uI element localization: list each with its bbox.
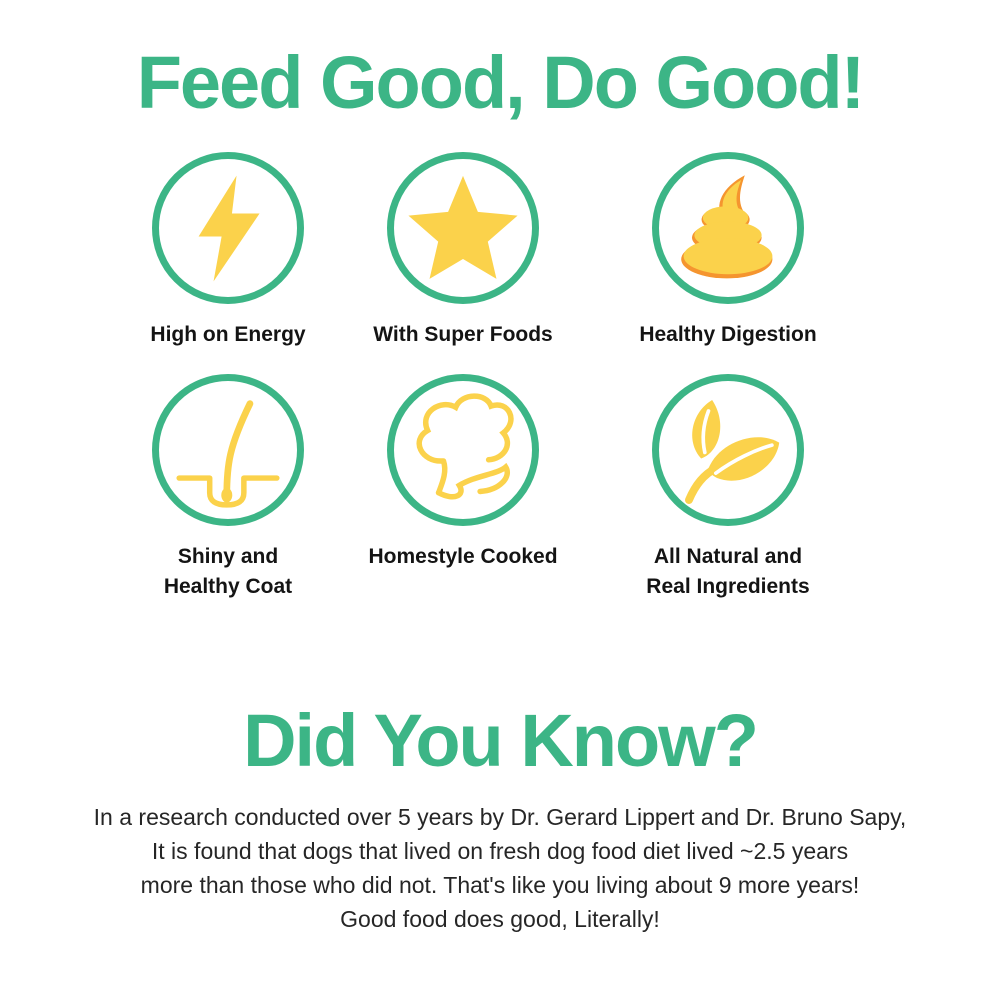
feature-label: Shiny and Healthy Coat (163, 545, 293, 598)
feature-natural-ingredients: All Natural and Real Ingredients (608, 374, 848, 602)
feature-super-foods: With Super Foods (343, 152, 583, 350)
did-you-know-title: Did You Know? (243, 699, 759, 782)
did-you-know-line: Good food does good, Literally! (340, 906, 660, 932)
feature-label: With Super Foods (373, 323, 553, 346)
did-you-know-text: In a research conducted over 5 years by … (0, 800, 1000, 936)
leaves-icon (684, 399, 780, 504)
feature-homestyle-cooked: Homestyle Cooked (343, 374, 583, 572)
poop-swirl-icon (681, 175, 773, 279)
lightning-bolt-icon (198, 175, 260, 281)
chef-hat-icon (416, 393, 514, 500)
feature-label: Healthy Digestion (639, 323, 817, 346)
did-you-know-line: In a research conducted over 5 years by … (93, 804, 907, 830)
hair-follicle-icon (176, 400, 280, 508)
star-icon (408, 175, 518, 279)
feature-circle (387, 374, 539, 526)
feature-shiny-coat: Shiny and Healthy Coat (108, 374, 348, 602)
did-you-know-line: more than those who did not. That's like… (140, 872, 860, 898)
feature-circle (387, 152, 539, 304)
feature-high-energy: High on Energy (108, 152, 348, 350)
feature-circle (152, 152, 304, 304)
headline: Feed Good, Do Good! (136, 41, 866, 124)
feature-label: All Natural and Real Ingredients (646, 545, 810, 598)
feature-label: Homestyle Cooked (368, 545, 558, 568)
feature-circle (152, 374, 304, 526)
feature-label: High on Energy (150, 323, 306, 346)
feature-circle (652, 152, 804, 304)
did-you-know-line: It is found that dogs that lived on fres… (151, 838, 849, 864)
feature-healthy-digestion: Healthy Digestion (608, 152, 848, 350)
feature-circle (652, 374, 804, 526)
